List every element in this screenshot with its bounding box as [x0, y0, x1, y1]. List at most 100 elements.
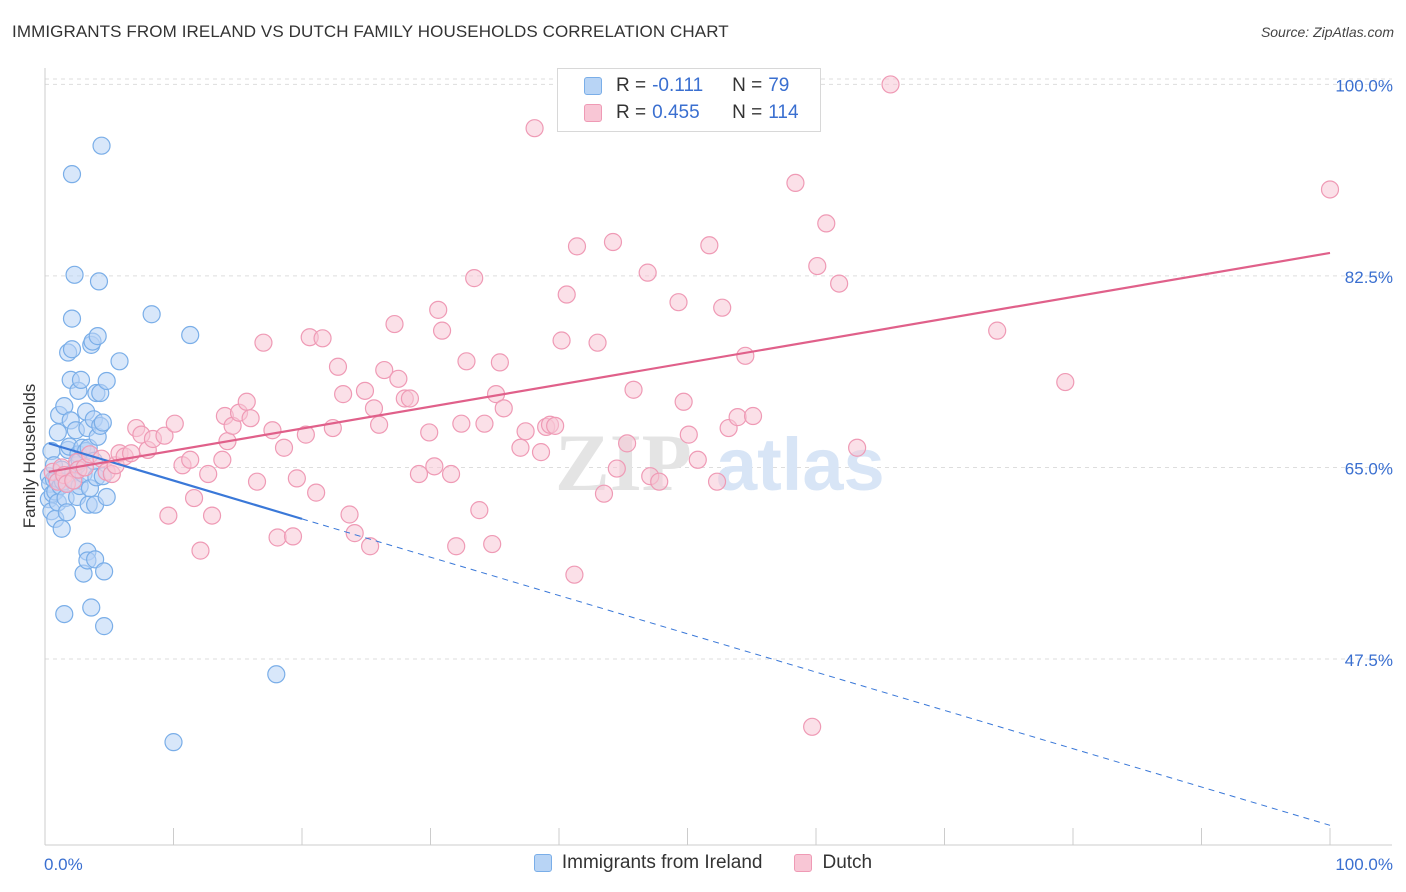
point-ireland — [88, 327, 107, 346]
y-tick-label: 100.0% — [1335, 76, 1393, 95]
point-dutch — [618, 434, 637, 453]
point-dutch — [375, 360, 394, 380]
point-dutch — [389, 369, 408, 388]
point-dutch — [516, 422, 535, 441]
point-dutch — [181, 450, 200, 469]
trend-line-dutch — [48, 251, 1331, 473]
point-dutch — [184, 488, 204, 508]
point-dutch — [470, 501, 489, 520]
trend-line-ireland — [48, 442, 303, 520]
point-dutch — [830, 274, 849, 293]
point-dutch — [650, 472, 669, 491]
x-tick-label-max: 100.0% — [1335, 855, 1393, 874]
point-dutch — [679, 425, 698, 444]
legend-r-label: R = — [616, 102, 647, 123]
point-ireland — [95, 617, 114, 636]
series-swatch-dutch — [794, 854, 813, 872]
legend-r-label: R = — [616, 75, 647, 96]
point-ireland — [95, 562, 114, 581]
point-dutch — [400, 389, 420, 408]
point-dutch — [669, 293, 688, 312]
point-dutch — [340, 505, 359, 524]
series-swatch-ireland — [533, 854, 552, 872]
point-ireland — [62, 309, 82, 328]
point-dutch — [457, 352, 476, 371]
point-dutch — [988, 321, 1007, 340]
point-dutch — [191, 541, 210, 560]
point-dutch — [638, 263, 657, 282]
point-dutch — [567, 237, 587, 256]
point-dutch — [743, 406, 763, 426]
point-dutch — [409, 464, 429, 484]
legend-row-dutch: R = 0.455 N = 114 — [584, 100, 799, 126]
point-dutch — [786, 173, 805, 193]
series-legend-dutch: Dutch — [794, 852, 872, 874]
point-ireland — [164, 733, 183, 752]
series-label-ireland: Immigrants from Ireland — [561, 852, 763, 873]
point-dutch — [490, 353, 509, 372]
point-dutch — [707, 472, 727, 491]
point-dutch — [313, 329, 332, 348]
point-dutch — [607, 459, 626, 478]
point-ireland — [55, 604, 74, 624]
point-dutch — [165, 414, 184, 433]
point-dutch — [465, 269, 484, 288]
point-ireland — [48, 423, 67, 442]
point-dutch — [237, 392, 256, 411]
point-dutch — [213, 450, 232, 469]
point-dutch — [385, 314, 404, 334]
point-dutch — [728, 408, 747, 427]
point-dutch — [594, 484, 614, 503]
point-dutch — [355, 381, 375, 400]
point-ireland — [97, 487, 116, 507]
data-points — [39, 75, 1340, 752]
point-dutch — [199, 464, 218, 484]
point-dutch — [531, 443, 551, 462]
point-dutch — [603, 232, 623, 252]
point-ireland — [62, 165, 82, 184]
point-dutch — [674, 392, 693, 411]
point-dutch — [1056, 372, 1075, 392]
legend-r-value-dutch: 0.455 — [652, 102, 700, 123]
point-ireland — [110, 352, 129, 371]
point-dutch — [334, 385, 353, 404]
point-dutch — [241, 409, 260, 428]
point-dutch — [624, 380, 643, 399]
gridlines — [45, 78, 1392, 660]
point-dutch — [361, 537, 380, 556]
point-dutch — [525, 119, 544, 138]
legend-r-value-ireland: -0.111 — [652, 75, 704, 96]
point-dutch — [254, 333, 273, 352]
series-legend: Immigrants from Ireland Dutch — [0, 852, 1406, 874]
legend-n-label: N = — [732, 102, 763, 123]
point-dutch — [328, 357, 348, 376]
x-tick-label-min: 0.0% — [44, 855, 83, 874]
point-ireland — [82, 598, 101, 617]
point-ireland — [92, 136, 111, 155]
point-ireland — [142, 305, 161, 324]
point-dutch — [546, 416, 565, 435]
point-dutch — [803, 717, 822, 736]
chart-title: IMMIGRANTS FROM IRELAND VS DUTCH FAMILY … — [12, 22, 729, 41]
point-ireland — [62, 340, 82, 359]
point-dutch — [447, 537, 466, 556]
point-ireland — [52, 519, 71, 538]
point-dutch — [452, 414, 471, 433]
point-dutch — [475, 414, 494, 433]
point-dutch — [159, 506, 178, 525]
point-dutch — [881, 75, 900, 94]
point-ireland — [181, 325, 200, 345]
point-dutch — [700, 236, 719, 255]
legend-n-value-dutch: 114 — [768, 102, 799, 123]
point-dutch — [202, 506, 222, 525]
point-dutch — [552, 331, 571, 350]
legend-swatch-dutch — [584, 104, 602, 122]
y-tick-label: 82.5% — [1345, 268, 1393, 287]
point-dutch — [307, 483, 326, 502]
legend-n-label: N = — [732, 75, 763, 96]
point-dutch — [713, 298, 732, 317]
point-dutch — [283, 527, 303, 546]
point-dutch — [429, 300, 448, 319]
point-dutch — [370, 415, 389, 434]
point-ireland — [57, 503, 76, 522]
